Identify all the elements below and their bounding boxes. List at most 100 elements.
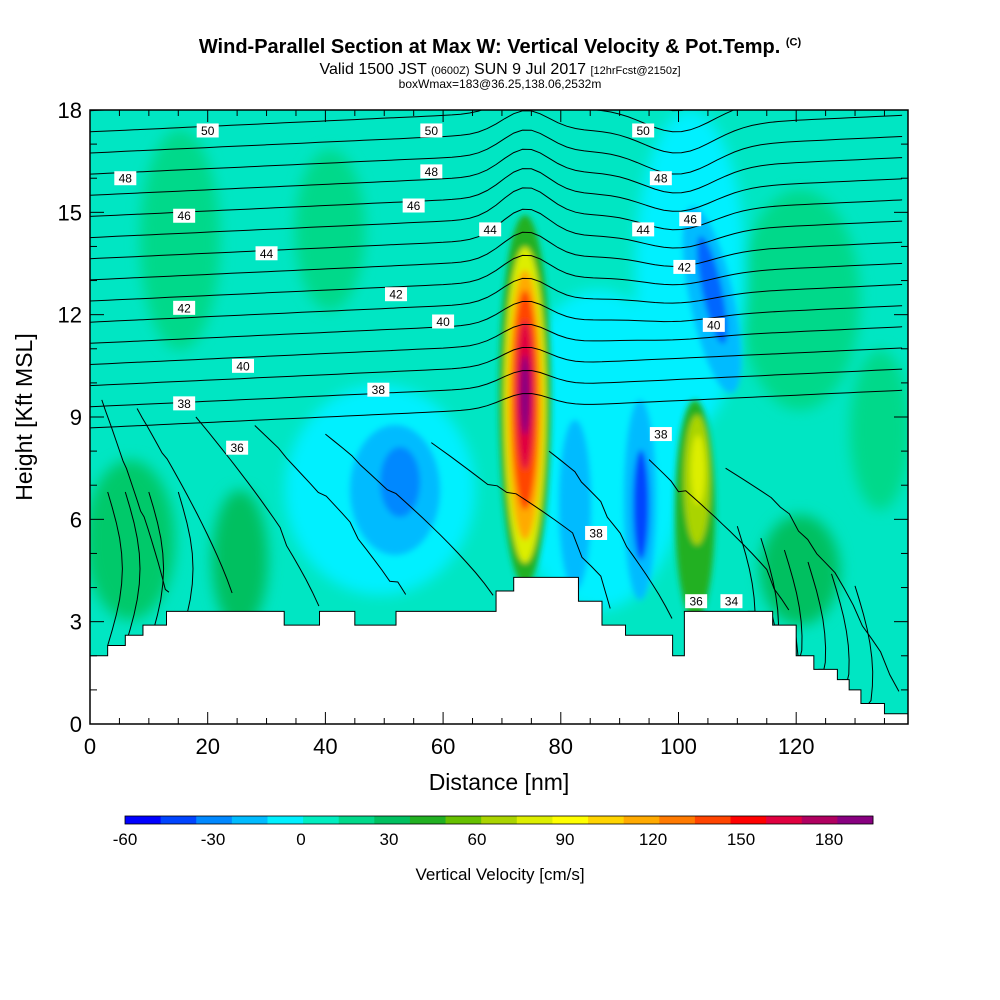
secondary-updraft [691,435,705,505]
colorbar-swatch [374,816,411,824]
contour-label-box [420,164,443,179]
theta-contour [90,148,903,196]
downdraft-core [633,450,649,560]
y-axis-label: Height [Kft MSL] [11,333,37,500]
contour-label-box [255,246,278,261]
contour-label-text: 38 [589,526,603,540]
y-tick-label: 18 [58,98,82,123]
theta-contour [90,187,903,239]
contour-label-box [585,525,608,540]
x-tick-label: 20 [195,734,219,759]
theta-contour [107,491,123,646]
colorbar-swatch [445,816,482,824]
updraft-patch [740,190,860,410]
x-tick-label: 100 [660,734,697,759]
colorbar-swatch [694,816,731,824]
contour-label-text: 42 [389,288,403,302]
updraft-patch [760,515,840,625]
chart-box-info: boxWmax=183@36.25,138.06,2532m [398,77,602,91]
theta-contour [148,491,165,646]
colorbar-swatch [588,816,625,824]
theta-contour [90,277,903,323]
contour-label: 44 [632,222,655,237]
theta-contour [90,110,736,133]
y-tick-label: 0 [70,712,82,737]
colorbar-swatch [837,816,874,824]
colorbar-tick-label: 90 [556,830,575,849]
theta-contour [101,399,170,593]
colorbar-frame [124,815,874,825]
colorbar-tick-label: -30 [201,830,226,849]
colorbar-swatch [231,816,268,824]
contour-label-text: 48 [119,172,133,186]
contour-label-box [479,222,502,237]
chart-subtitle: Valid 1500 JST (0600Z) SUN 9 Jul 2017 [1… [319,61,681,78]
contour-label-text: 44 [637,223,651,237]
contour-label-box [226,440,249,455]
colorbar-tick-label: 30 [380,830,399,849]
updraft-patch [850,350,908,510]
theta-contour [90,389,903,429]
colorbar-tick-label: 180 [815,830,843,849]
colorbar-swatch [481,816,518,824]
theta-contour [431,442,611,609]
contour-label-box [385,287,408,302]
contour-label: 38 [173,396,196,411]
colorbar: -60 -30 0 30 60 90 120 150 180 [113,815,874,849]
updraft-patch [212,490,268,630]
colorbar-swatch [409,816,446,824]
contour-label: 46 [402,198,425,213]
contour-label: 34 [720,594,743,609]
velocity-field-soft [90,110,908,630]
downdraft-core [559,420,591,590]
contour-label: 44 [479,222,502,237]
theta-contour [90,301,903,344]
x-tick-label: 120 [778,734,815,759]
y-tick-label: 12 [58,303,82,328]
contour-label-text: 38 [177,397,191,411]
contour-label-text: 48 [425,165,439,179]
contour-label-text: 46 [684,213,698,227]
contour-label: 38 [649,427,672,442]
contour-label-text: 40 [436,315,450,329]
contour-label: 48 [649,171,672,186]
colorbar-swatch [160,816,197,824]
contour-label: 50 [632,123,655,138]
contour-label-text: 50 [637,124,651,138]
contour-label: 40 [432,314,455,329]
contour-label-box [720,594,743,609]
contour-label: 50 [196,123,219,138]
theta-contour [90,52,902,90]
contour-label-box [367,382,390,397]
contour-label: 42 [673,259,696,274]
contour-label-box [685,594,708,609]
contour-label-text: 36 [689,595,703,609]
contour-label-text: 44 [483,223,497,237]
chart-title: Wind-Parallel Section at Max W: Vertical… [198,36,802,58]
theta-contour [90,110,903,154]
colorbar-swatch [730,816,767,824]
contour-label: 44 [255,246,278,261]
colorbar-tick-label: 150 [727,830,755,849]
theta-contour [548,450,673,619]
contour-label-box [679,212,702,227]
contour-label-box [649,171,672,186]
contour-label: 36 [685,594,708,609]
plot-area: 50 50 50 48 48 48 46 46 46 44 44 44 42 42 42 40 40 40 38 38… [90,52,908,724]
colorbar-swatch [659,816,696,824]
colorbar-swatch [303,816,340,824]
x-axis: 0 20 40 60 80 100 120 [84,110,885,759]
theta-contour [725,467,900,692]
contour-label: 40 [702,317,725,332]
contour-label: 42 [385,287,408,302]
updraft-patch [295,150,365,310]
theta-contour [90,231,903,281]
contour-label-text: 42 [177,301,191,315]
theta-contour [90,254,903,302]
colorbar-swatch [267,816,304,824]
main-updraft [520,355,530,435]
contour-label-text: 38 [372,383,386,397]
contour-label: 42 [173,300,196,315]
x-tick-label: 80 [549,734,573,759]
